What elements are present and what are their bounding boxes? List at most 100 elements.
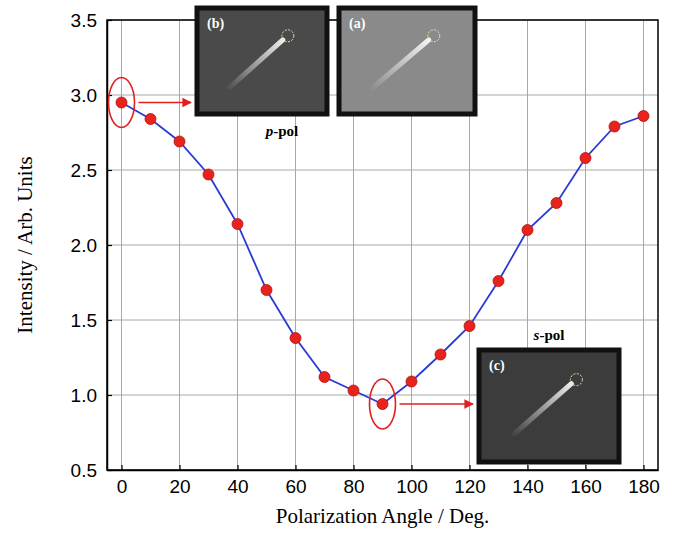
tick-mark bbox=[107, 245, 112, 246]
data-point bbox=[174, 136, 185, 147]
inset-frame bbox=[197, 8, 327, 114]
data-point bbox=[319, 372, 330, 383]
tick-label: 20 bbox=[169, 476, 190, 497]
tick: 60 bbox=[285, 465, 306, 497]
inset-label: (a) bbox=[349, 16, 366, 32]
tick-label: 140 bbox=[512, 476, 544, 497]
insets: (b) (a) (c) bbox=[197, 8, 619, 462]
data-point bbox=[377, 399, 388, 410]
tick: 40 bbox=[227, 465, 248, 497]
annotation: s-pol bbox=[533, 327, 565, 343]
tick-label: 3.0 bbox=[71, 85, 97, 106]
x-axis: 0 20 40 60 80 100 120 140 160 180 bbox=[108, 465, 660, 497]
data-point bbox=[261, 285, 272, 296]
tick: 2.5 bbox=[71, 160, 112, 181]
tick: 3.5 bbox=[71, 10, 112, 31]
tick-mark bbox=[353, 465, 354, 470]
data-point bbox=[638, 111, 649, 122]
data-point bbox=[232, 219, 243, 230]
tick-mark bbox=[179, 465, 180, 470]
x-axis-line bbox=[108, 470, 659, 472]
tick-label: 0.5 bbox=[71, 460, 97, 481]
tick-label: 120 bbox=[454, 476, 486, 497]
tick: 180 bbox=[628, 465, 660, 497]
tick-label: 0 bbox=[117, 476, 128, 497]
inset-streak bbox=[230, 40, 283, 88]
tick-label: 100 bbox=[396, 476, 428, 497]
inset-panel: (c) bbox=[479, 350, 619, 462]
inset-marker bbox=[428, 30, 440, 42]
tick-mark bbox=[527, 465, 528, 470]
tick-label: 160 bbox=[570, 476, 602, 497]
tick: 3.0 bbox=[71, 85, 112, 106]
tick-mark bbox=[469, 465, 470, 470]
data-point bbox=[348, 385, 359, 396]
tick: 0.5 bbox=[71, 460, 112, 481]
y-axis: 0.5 1.0 1.5 2.0 2.5 3.0 3.5 bbox=[71, 10, 112, 481]
tick-mark bbox=[411, 465, 412, 470]
plot: 0 20 40 60 80 100 120 140 160 180 0.5 1.0 1.5 2.0 2.5 3… bbox=[71, 8, 660, 497]
data-point bbox=[406, 376, 417, 387]
data-point bbox=[551, 198, 562, 209]
highlight-ellipse bbox=[370, 379, 396, 429]
tick: 20 bbox=[169, 465, 190, 497]
tick-mark bbox=[121, 465, 122, 470]
tick-label: 80 bbox=[343, 476, 364, 497]
data-point bbox=[203, 169, 214, 180]
inset-panel: (b) bbox=[197, 8, 327, 114]
inset-label: (c) bbox=[489, 358, 505, 374]
inset-marker bbox=[282, 30, 294, 42]
y-axis-title: Intensity / Arb. Units bbox=[13, 156, 37, 333]
tick-mark bbox=[643, 465, 644, 470]
tick: 160 bbox=[570, 465, 602, 497]
tick-label: 180 bbox=[628, 476, 660, 497]
inset-streak bbox=[373, 40, 429, 88]
data-point bbox=[580, 153, 591, 164]
tick-mark bbox=[107, 470, 112, 471]
data-point bbox=[522, 225, 533, 236]
tick: 2.0 bbox=[71, 235, 112, 256]
tick-mark bbox=[107, 20, 112, 21]
tick: 0 bbox=[117, 465, 128, 497]
inset-panel: (a) bbox=[339, 8, 475, 114]
data-point bbox=[493, 276, 504, 287]
data-point bbox=[145, 114, 156, 125]
tick-mark bbox=[107, 395, 112, 396]
tick: 120 bbox=[454, 465, 486, 497]
tick-mark bbox=[107, 170, 112, 171]
grid-line-y bbox=[107, 320, 658, 321]
tick: 80 bbox=[343, 465, 364, 497]
tick: 100 bbox=[396, 465, 428, 497]
inset-streak bbox=[514, 384, 571, 434]
inset-frame bbox=[339, 8, 475, 114]
tick: 1.0 bbox=[71, 385, 112, 406]
tick-label: 2.0 bbox=[71, 235, 97, 256]
data-point bbox=[464, 321, 475, 332]
tick-mark bbox=[585, 465, 586, 470]
tick-label: 40 bbox=[227, 476, 248, 497]
inset-marker bbox=[570, 374, 582, 386]
data-point bbox=[609, 121, 620, 132]
data-point bbox=[116, 97, 127, 108]
highlight-arrow bbox=[400, 403, 474, 405]
tick-mark bbox=[237, 465, 238, 470]
data-point bbox=[435, 349, 446, 360]
tick-mark bbox=[295, 465, 296, 470]
tick-label: 1.5 bbox=[71, 310, 97, 331]
data-point bbox=[290, 333, 301, 344]
tick: 140 bbox=[512, 465, 544, 497]
inset-frame bbox=[479, 350, 619, 462]
chart: 0 20 40 60 80 100 120 140 160 180 0.5 1.0 1.5 2.0 2.5 3… bbox=[0, 0, 674, 536]
grid-line-y bbox=[107, 170, 658, 171]
tick: 1.5 bbox=[71, 310, 112, 331]
tick-label: 2.5 bbox=[71, 160, 97, 181]
x-axis-title: Polarization Angle / Deg. bbox=[276, 504, 489, 528]
tick-label: 3.5 bbox=[71, 10, 97, 31]
highlight-arrow bbox=[139, 102, 192, 104]
annotation: p-pol bbox=[264, 123, 299, 139]
highlight-ellipse bbox=[109, 78, 135, 128]
grid-line-y bbox=[107, 245, 658, 246]
tick-label: 1.0 bbox=[71, 385, 97, 406]
tick-label: 60 bbox=[285, 476, 306, 497]
tick-mark bbox=[107, 320, 112, 321]
